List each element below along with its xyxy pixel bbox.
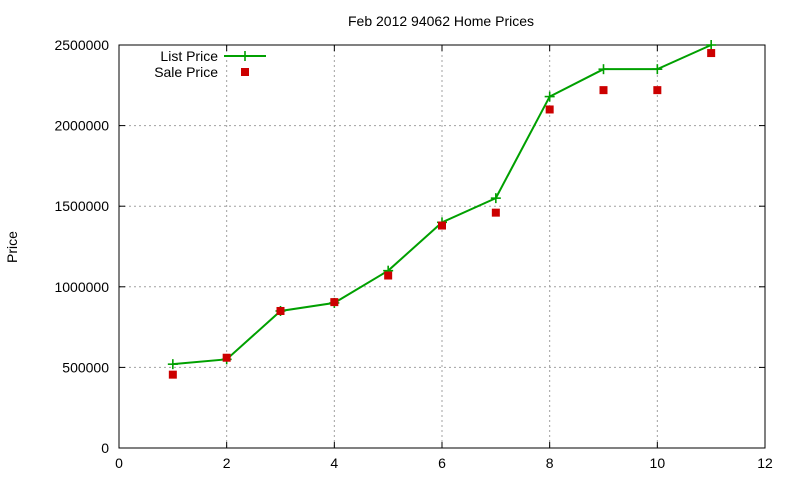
series-list-price	[167, 40, 717, 370]
x-tick-label: 2	[223, 455, 231, 471]
list-price-point	[490, 193, 501, 204]
x-tick-label: 6	[438, 455, 446, 471]
sale-price-point	[276, 306, 285, 315]
legend-entry-list-price: List Price	[160, 48, 266, 64]
x-tick-label: 4	[330, 455, 338, 471]
sale-price-point	[653, 86, 662, 95]
list-price-point	[652, 64, 663, 75]
y-axis-label: Price	[4, 231, 20, 263]
sale-price-point	[438, 221, 446, 230]
y-tick-label: 2000000	[54, 118, 109, 134]
series-layer	[167, 40, 717, 379]
axis-ticks: 0 2 4 6 8 10 12 0 500000 1000000 1500000 2000000 250…	[54, 37, 773, 471]
y-tick-label: 1500000	[54, 198, 109, 214]
legend-label: List Price	[160, 48, 218, 64]
sale-price-point	[707, 49, 716, 58]
x-tick-label: 12	[757, 455, 773, 471]
legend-marker-swatch	[240, 51, 250, 61]
list-price-point	[706, 40, 717, 50]
y-tick-label: 0	[101, 440, 109, 456]
chart-title: Feb 2012 94062 Home Prices	[348, 13, 534, 29]
sale-price-point	[222, 353, 231, 362]
y-tick-label: 500000	[62, 359, 109, 375]
sale-price-point	[330, 298, 339, 307]
grid	[119, 45, 765, 448]
legend-marker-swatch	[241, 68, 249, 76]
x-tick-label: 8	[546, 455, 554, 471]
x-tick-label: 0	[115, 455, 123, 471]
sale-price-point	[491, 208, 500, 217]
sale-price-point	[384, 271, 393, 280]
x-tick-label: 10	[650, 455, 666, 471]
legend-label: Sale Price	[154, 64, 218, 80]
y-tick-label: 1000000	[54, 279, 109, 295]
sale-price-point	[599, 86, 608, 95]
legend-entry-sale-price: Sale Price	[154, 64, 249, 80]
sale-price-point	[545, 105, 554, 114]
sale-price-point	[168, 370, 177, 379]
series-sale-price	[168, 49, 716, 379]
y-tick-label: 2500000	[54, 37, 109, 53]
list-price-point	[598, 64, 609, 75]
list-price-point	[167, 359, 178, 370]
list-price-point	[544, 91, 555, 102]
